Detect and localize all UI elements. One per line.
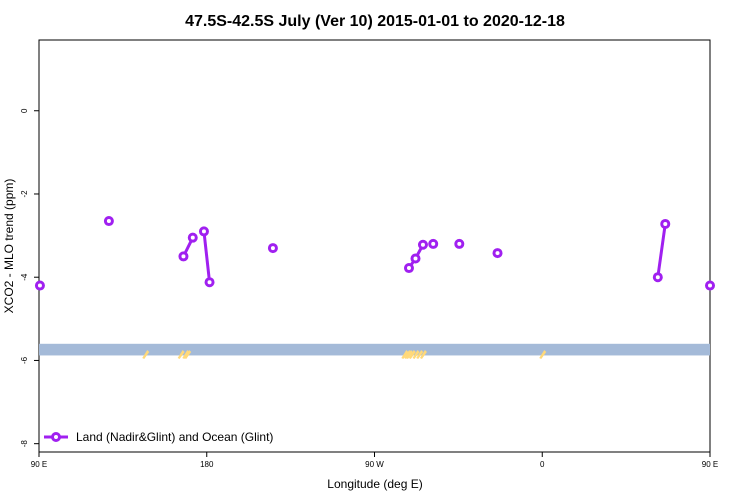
data-point <box>403 263 414 274</box>
x-tick-label: 90 W <box>365 460 384 469</box>
plot-area-frame <box>38 39 711 453</box>
ocean-band-layer <box>39 343 710 356</box>
land-mark <box>184 349 192 359</box>
x-axis-label: Longitude (deg E) <box>327 477 422 491</box>
land-mark <box>177 349 185 359</box>
land-mark <box>401 349 409 359</box>
land-mark <box>182 349 190 359</box>
legend-label: Land (Nadir&Glint) and Ocean (Glint) <box>76 430 273 444</box>
data-point <box>103 216 114 227</box>
chart-title: 47.5S-42.5S July (Ver 10) 2015-01-01 to … <box>185 13 565 30</box>
series-line <box>656 223 667 278</box>
data-point <box>204 277 215 288</box>
land-mark <box>405 349 413 359</box>
y-tick-label: -2 <box>20 190 29 198</box>
y-tick-label: -4 <box>20 273 29 281</box>
series-line <box>202 231 212 283</box>
legend: Land (Nadir&Glint) and Ocean (Glint) <box>44 430 273 444</box>
land-mark <box>416 349 424 359</box>
data-point <box>652 272 663 283</box>
land-mark <box>408 349 416 359</box>
data-point <box>187 232 198 243</box>
ocean-band <box>39 343 710 356</box>
y-tick-label: -8 <box>20 440 29 448</box>
x-tick-label: 0 <box>540 460 545 469</box>
data-point <box>492 248 503 259</box>
data-point <box>267 243 278 254</box>
x-axis: 90 E 180 90 W 0 90 E <box>31 452 718 469</box>
x-tick-label: 90 E <box>702 460 718 469</box>
land-mark <box>419 349 427 359</box>
land-mark <box>539 349 547 359</box>
data-point <box>660 218 671 229</box>
data-point <box>198 226 209 237</box>
data-point <box>417 239 428 250</box>
land-mark <box>412 349 420 359</box>
legend-marker-swatch <box>51 432 61 442</box>
series-layer <box>34 216 715 291</box>
data-point <box>34 280 45 291</box>
land-mark <box>142 349 150 359</box>
y-tick-label: -6 <box>20 356 29 364</box>
land-marks-layer <box>142 349 547 359</box>
y-tick-label: 0 <box>20 108 29 113</box>
y-axis-label: XCO2 - MLO trend (ppm) <box>2 179 16 314</box>
data-point <box>454 238 465 249</box>
data-point <box>178 251 189 262</box>
data-point <box>428 238 439 249</box>
x-tick-label: 180 <box>200 460 214 469</box>
data-point <box>410 253 421 264</box>
data-point <box>705 280 715 291</box>
land-mark <box>404 349 412 359</box>
y-axis: 0 -2 -4 -6 -8 <box>20 108 39 447</box>
x-tick-label: 90 E <box>31 460 47 469</box>
